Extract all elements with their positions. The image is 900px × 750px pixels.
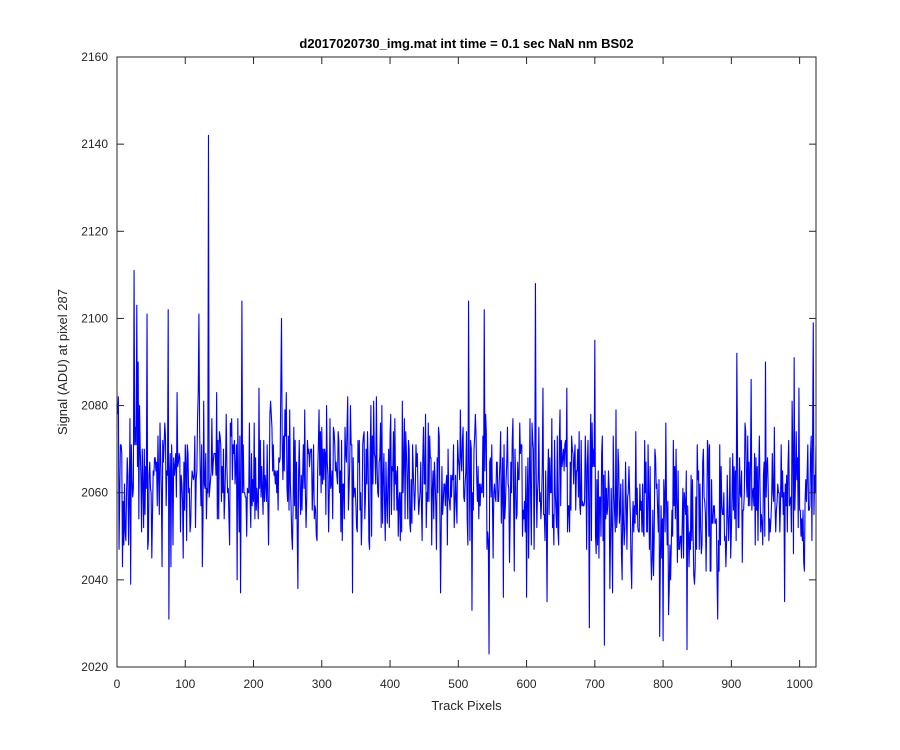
x-tick-label: 500 <box>448 677 468 691</box>
x-tick-label: 200 <box>244 677 264 691</box>
x-tick-label: 1000 <box>786 677 813 691</box>
y-tick-label: 2060 <box>81 486 108 500</box>
x-tick-label: 900 <box>721 677 741 691</box>
x-tick-label: 300 <box>312 677 332 691</box>
x-tick-label: 0 <box>114 677 121 691</box>
y-tick-label: 2080 <box>81 399 108 413</box>
y-axis-label: Signal (ADU) at pixel 287 <box>55 289 70 435</box>
x-tick-label: 700 <box>585 677 605 691</box>
ticks-layer: 0 100 200 300 400 500 600 700 800 900 1000 2020 2040… <box>81 50 816 691</box>
x-tick-label: 800 <box>653 677 673 691</box>
y-tick-label: 2120 <box>81 224 108 238</box>
y-tick-label: 2100 <box>81 311 108 325</box>
y-tick-label: 2160 <box>81 50 108 64</box>
x-tick-label: 400 <box>380 677 400 691</box>
x-tick-label: 100 <box>175 677 195 691</box>
axes-frame <box>116 56 817 668</box>
series-layer <box>117 134 817 655</box>
series-line <box>117 134 817 655</box>
x-axis-label: Track Pixels <box>431 698 502 713</box>
x-tick-label: 600 <box>517 677 537 691</box>
y-tick-label: 2140 <box>81 137 108 151</box>
axes-background <box>117 57 816 667</box>
y-tick-label: 2020 <box>81 660 108 674</box>
chart-title: d2017020730_img.mat int time = 0.1 sec N… <box>299 36 633 51</box>
y-tick-label: 2040 <box>81 573 108 587</box>
